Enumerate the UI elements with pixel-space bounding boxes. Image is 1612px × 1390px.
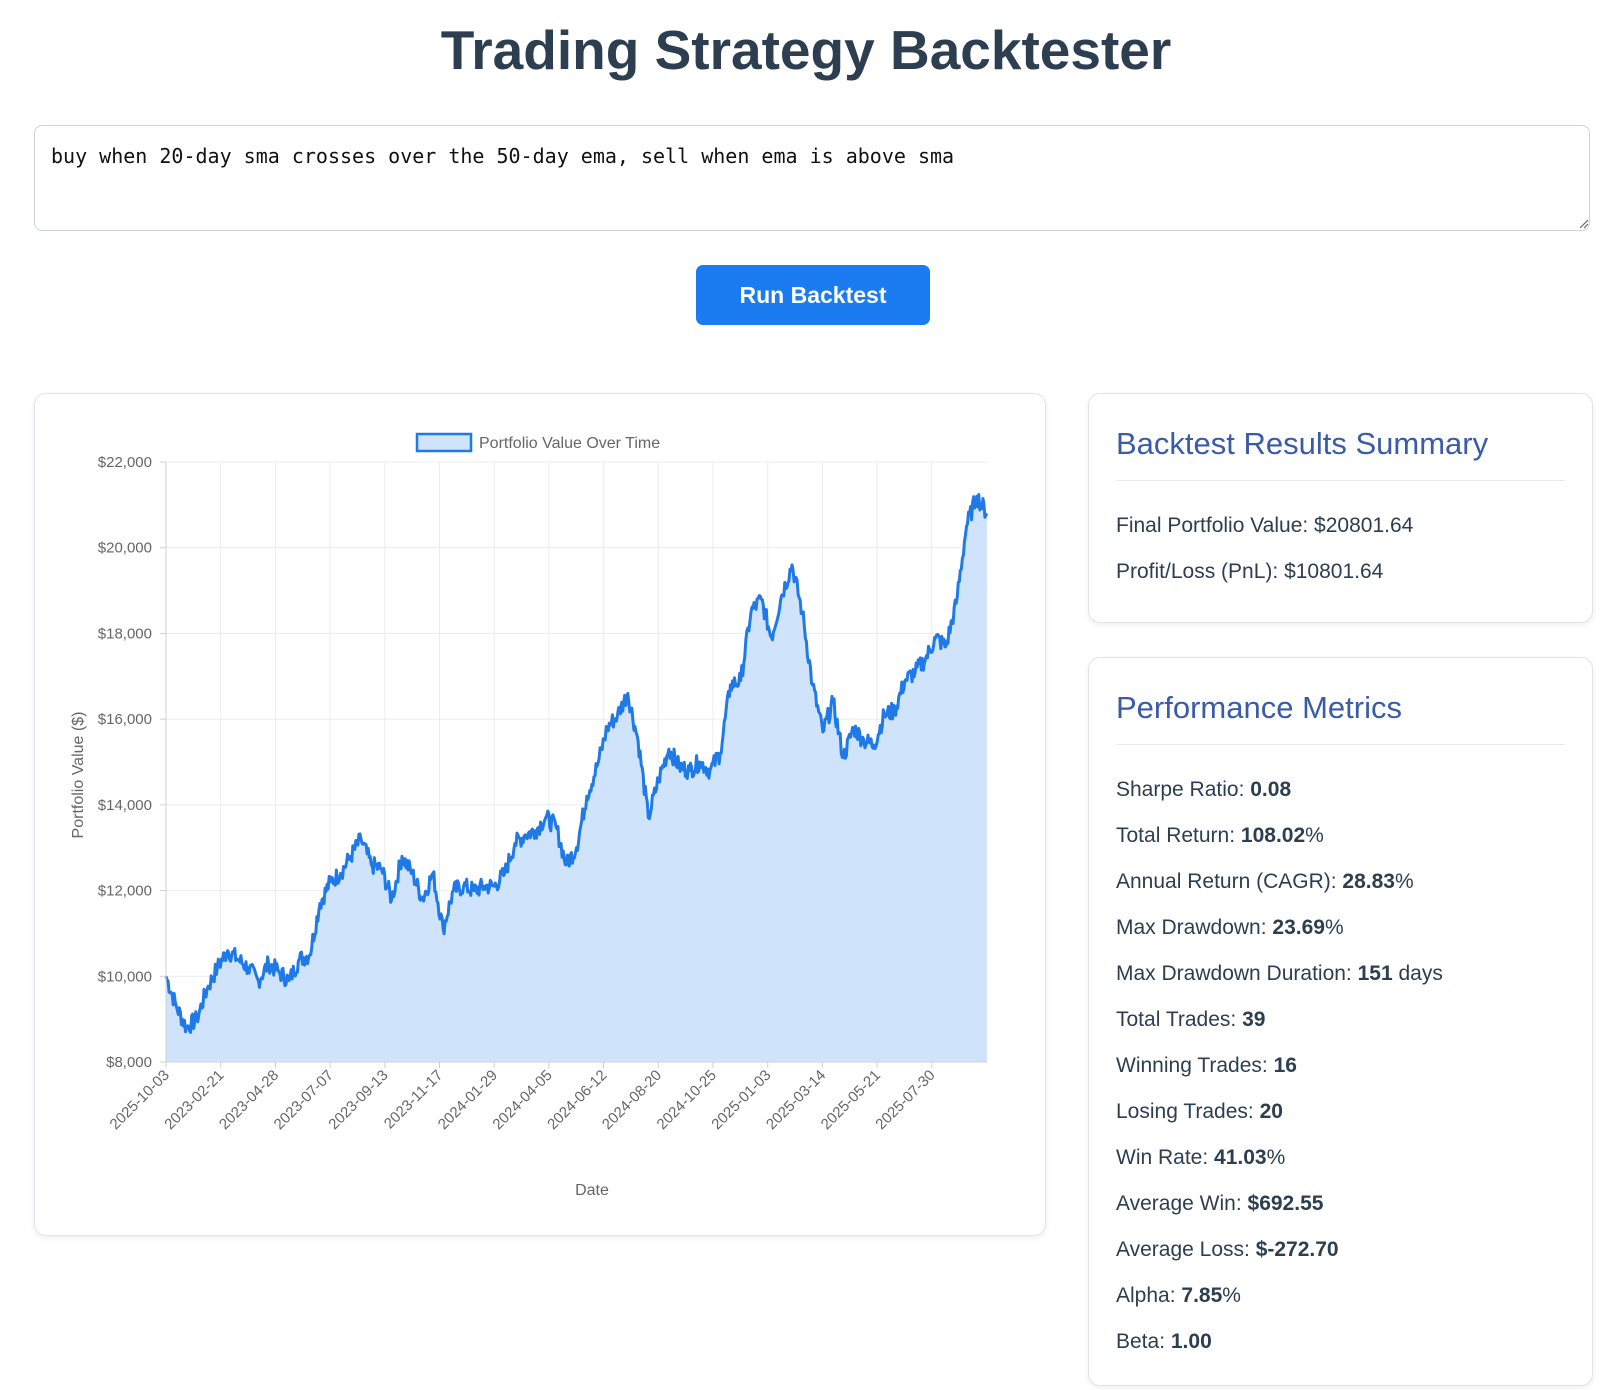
legend-label: Portfolio Value Over Time	[479, 435, 660, 452]
results-summary-card: Backtest Results Summary Final Portfolio…	[1088, 393, 1593, 623]
metric-total-return: Total Return: 108.02%	[1116, 824, 1324, 847]
y-tick-label: $8,000	[106, 1054, 152, 1071]
metric-average-win: Average Win: $692.55	[1116, 1192, 1324, 1215]
portfolio-value-line	[164, 493, 989, 1034]
y-tick-label: $16,000	[98, 711, 152, 728]
summary-heading: Backtest Results Summary	[1116, 394, 1565, 481]
metric-max-drawdown-duration: Max Drawdown Duration: 151 days	[1116, 962, 1443, 985]
metric-losing-trades: Losing Trades: 20	[1116, 1100, 1283, 1123]
chart-card: $22,000 $20,000 $18,000 $16,000 $14,000 $12,0…	[34, 393, 1046, 1236]
metric-annual-return: Annual Return (CAGR): 28.83%	[1116, 870, 1414, 893]
profit-loss: Profit/Loss (PnL): $10801.64	[1116, 560, 1384, 583]
metric-max-drawdown: Max Drawdown: 23.69%	[1116, 916, 1344, 939]
metrics-list: Sharpe Ratio: 0.08 Total Return: 108.02%…	[1116, 745, 1565, 1365]
y-tick-label: $14,000	[98, 797, 152, 814]
metric-beta: Beta: 1.00	[1116, 1330, 1212, 1353]
summary-list: Final Portfolio Value: $20801.64 Profit/…	[1116, 481, 1565, 595]
y-axis-title: Portfolio Value ($)	[70, 712, 87, 839]
portfolio-chart: $22,000 $20,000 $18,000 $16,000 $14,000 $12,0…	[70, 432, 989, 1199]
legend-swatch	[415, 432, 473, 453]
metric-sharpe-ratio: Sharpe Ratio: 0.08	[1116, 778, 1292, 801]
metric-total-trades: Total Trades: 39	[1116, 1008, 1266, 1031]
performance-metrics-card: Performance Metrics Sharpe Ratio: 0.08 T…	[1088, 657, 1593, 1386]
portfolio-area-fill	[166, 494, 987, 1062]
metric-win-rate: Win Rate: 41.03%	[1116, 1146, 1286, 1169]
x-tick-label: 2025-07-30	[872, 1067, 938, 1133]
resize-handle-icon[interactable]	[1579, 219, 1589, 229]
y-tick-label: $18,000	[98, 625, 152, 642]
run-backtest-button[interactable]: Run Backtest	[696, 265, 930, 325]
page-title: Trading Strategy Backtester	[440, 19, 1172, 81]
x-tick-label: 2023-09-13	[325, 1067, 391, 1133]
metric-winning-trades: Winning Trades: 16	[1116, 1054, 1297, 1077]
y-tick-label: $20,000	[98, 540, 152, 557]
x-axis-title: Date	[575, 1182, 609, 1199]
metric-alpha: Alpha: 7.85%	[1116, 1284, 1241, 1307]
metric-average-loss: Average Loss: $-272.70	[1116, 1238, 1339, 1261]
y-tick-label: $10,000	[98, 968, 152, 985]
metrics-heading: Performance Metrics	[1116, 658, 1565, 745]
strategy-input[interactable]: buy when 20-day sma crosses over the 50-…	[34, 125, 1590, 231]
y-tick-label: $12,000	[98, 883, 152, 900]
y-tick-label: $22,000	[98, 454, 152, 471]
final-portfolio-value: Final Portfolio Value: $20801.64	[1116, 514, 1414, 537]
